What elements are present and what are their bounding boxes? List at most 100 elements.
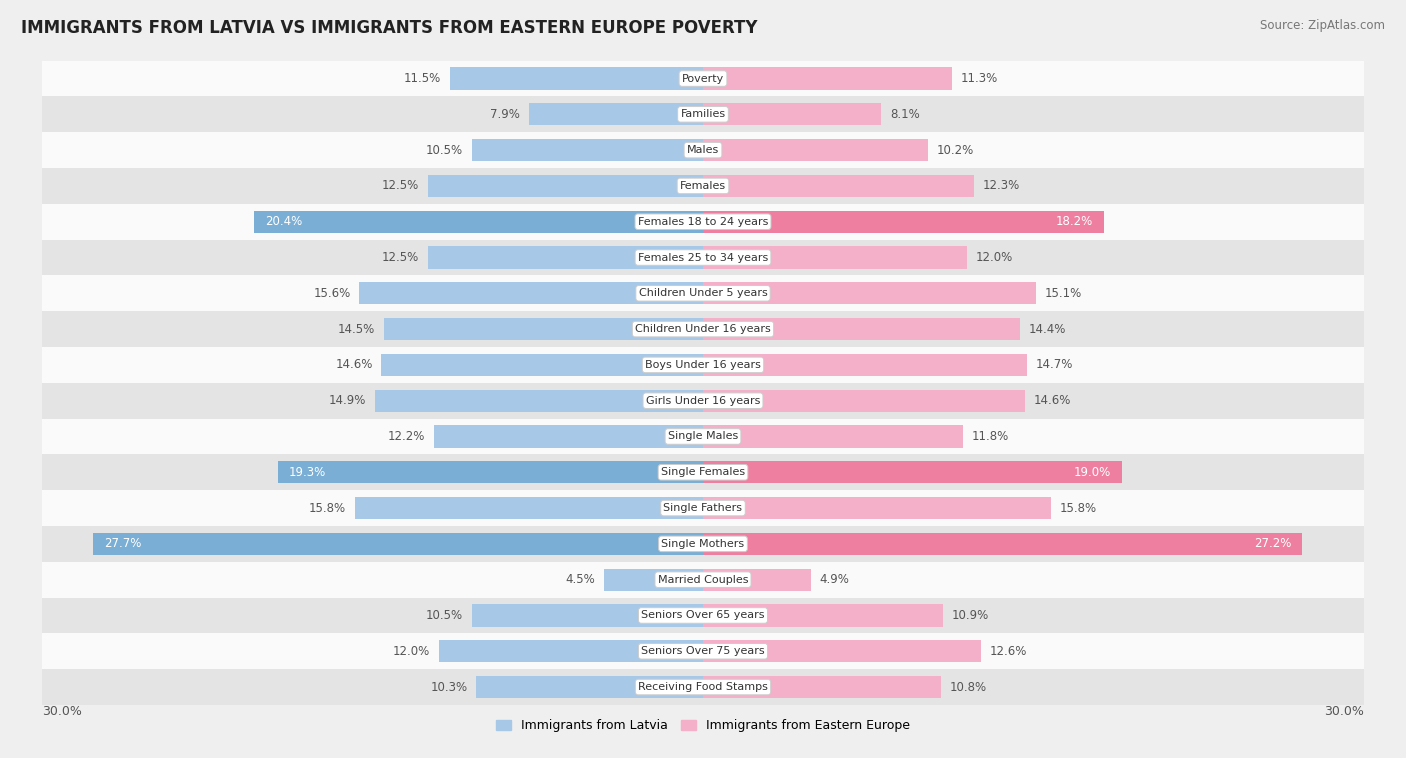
Bar bbox=[703, 67, 952, 89]
Bar bbox=[354, 497, 703, 519]
Bar bbox=[427, 175, 703, 197]
Text: 12.6%: 12.6% bbox=[990, 645, 1026, 658]
Bar bbox=[42, 490, 1364, 526]
Bar bbox=[703, 139, 928, 161]
Bar bbox=[434, 425, 703, 447]
Text: 14.9%: 14.9% bbox=[329, 394, 366, 407]
Bar bbox=[471, 604, 703, 627]
Text: 11.3%: 11.3% bbox=[960, 72, 998, 85]
Text: 15.8%: 15.8% bbox=[1060, 502, 1097, 515]
Bar bbox=[703, 282, 1036, 305]
Text: 8.1%: 8.1% bbox=[890, 108, 920, 121]
Bar bbox=[703, 175, 974, 197]
Bar bbox=[42, 634, 1364, 669]
Text: 7.9%: 7.9% bbox=[491, 108, 520, 121]
Text: 10.5%: 10.5% bbox=[426, 143, 463, 157]
Text: Girls Under 16 years: Girls Under 16 years bbox=[645, 396, 761, 406]
Text: 18.2%: 18.2% bbox=[1056, 215, 1092, 228]
Bar bbox=[471, 139, 703, 161]
Bar bbox=[360, 282, 703, 305]
Bar bbox=[427, 246, 703, 268]
Text: 15.8%: 15.8% bbox=[309, 502, 346, 515]
Bar bbox=[529, 103, 703, 125]
Bar bbox=[42, 347, 1364, 383]
Bar bbox=[42, 204, 1364, 240]
Bar bbox=[703, 568, 811, 590]
Bar bbox=[384, 318, 703, 340]
Bar bbox=[703, 354, 1026, 376]
Bar bbox=[42, 597, 1364, 634]
Text: 12.3%: 12.3% bbox=[983, 180, 1019, 193]
Text: 19.3%: 19.3% bbox=[288, 465, 326, 479]
Bar bbox=[703, 533, 1302, 555]
Text: 19.0%: 19.0% bbox=[1073, 465, 1111, 479]
Text: 15.6%: 15.6% bbox=[314, 287, 350, 300]
Text: Source: ZipAtlas.com: Source: ZipAtlas.com bbox=[1260, 19, 1385, 32]
Bar bbox=[703, 318, 1021, 340]
Text: Males: Males bbox=[688, 145, 718, 155]
Bar bbox=[42, 312, 1364, 347]
Bar bbox=[450, 67, 703, 89]
Text: 27.2%: 27.2% bbox=[1254, 537, 1291, 550]
Bar bbox=[439, 641, 703, 662]
Bar bbox=[42, 132, 1364, 168]
Bar bbox=[703, 425, 963, 447]
Bar bbox=[477, 676, 703, 698]
Text: 10.3%: 10.3% bbox=[430, 681, 467, 694]
Bar bbox=[381, 354, 703, 376]
Text: Receiving Food Stamps: Receiving Food Stamps bbox=[638, 682, 768, 692]
Text: 11.8%: 11.8% bbox=[972, 430, 1010, 443]
Bar bbox=[703, 676, 941, 698]
Text: Females 18 to 24 years: Females 18 to 24 years bbox=[638, 217, 768, 227]
Text: 4.9%: 4.9% bbox=[820, 573, 849, 586]
Bar bbox=[703, 211, 1104, 233]
Text: 14.5%: 14.5% bbox=[337, 323, 375, 336]
Bar bbox=[42, 562, 1364, 597]
Text: Single Mothers: Single Mothers bbox=[661, 539, 745, 549]
Bar bbox=[42, 526, 1364, 562]
Text: 10.9%: 10.9% bbox=[952, 609, 990, 622]
Text: 11.5%: 11.5% bbox=[404, 72, 441, 85]
Bar bbox=[278, 461, 703, 484]
Text: 20.4%: 20.4% bbox=[264, 215, 302, 228]
Text: 12.5%: 12.5% bbox=[381, 180, 419, 193]
Bar bbox=[605, 568, 703, 590]
Bar bbox=[42, 96, 1364, 132]
Bar bbox=[703, 497, 1052, 519]
Text: Seniors Over 65 years: Seniors Over 65 years bbox=[641, 610, 765, 621]
Bar bbox=[703, 103, 882, 125]
Text: 14.6%: 14.6% bbox=[1033, 394, 1071, 407]
Text: 4.5%: 4.5% bbox=[565, 573, 595, 586]
Text: Single Females: Single Females bbox=[661, 467, 745, 478]
Text: 14.7%: 14.7% bbox=[1036, 359, 1073, 371]
Bar bbox=[375, 390, 703, 412]
Text: Females: Females bbox=[681, 181, 725, 191]
Text: 15.1%: 15.1% bbox=[1045, 287, 1081, 300]
Text: 30.0%: 30.0% bbox=[42, 705, 82, 718]
Bar bbox=[253, 211, 703, 233]
Bar bbox=[42, 454, 1364, 490]
Bar bbox=[42, 383, 1364, 418]
Text: 10.5%: 10.5% bbox=[426, 609, 463, 622]
Text: 12.2%: 12.2% bbox=[388, 430, 426, 443]
Text: 14.4%: 14.4% bbox=[1029, 323, 1066, 336]
Bar bbox=[703, 604, 943, 627]
Text: Single Males: Single Males bbox=[668, 431, 738, 441]
Bar bbox=[42, 240, 1364, 275]
Text: Children Under 5 years: Children Under 5 years bbox=[638, 288, 768, 299]
Bar bbox=[42, 669, 1364, 705]
Bar bbox=[703, 641, 980, 662]
Bar bbox=[703, 461, 1122, 484]
Bar bbox=[93, 533, 703, 555]
Bar bbox=[42, 168, 1364, 204]
Text: 14.6%: 14.6% bbox=[335, 359, 373, 371]
Text: 27.7%: 27.7% bbox=[104, 537, 141, 550]
Bar bbox=[42, 418, 1364, 454]
Text: Seniors Over 75 years: Seniors Over 75 years bbox=[641, 647, 765, 656]
Text: Single Fathers: Single Fathers bbox=[664, 503, 742, 513]
Bar bbox=[703, 390, 1025, 412]
Bar bbox=[42, 61, 1364, 96]
Text: 30.0%: 30.0% bbox=[1324, 705, 1364, 718]
Text: IMMIGRANTS FROM LATVIA VS IMMIGRANTS FROM EASTERN EUROPE POVERTY: IMMIGRANTS FROM LATVIA VS IMMIGRANTS FRO… bbox=[21, 19, 758, 37]
Text: 12.0%: 12.0% bbox=[976, 251, 1014, 264]
